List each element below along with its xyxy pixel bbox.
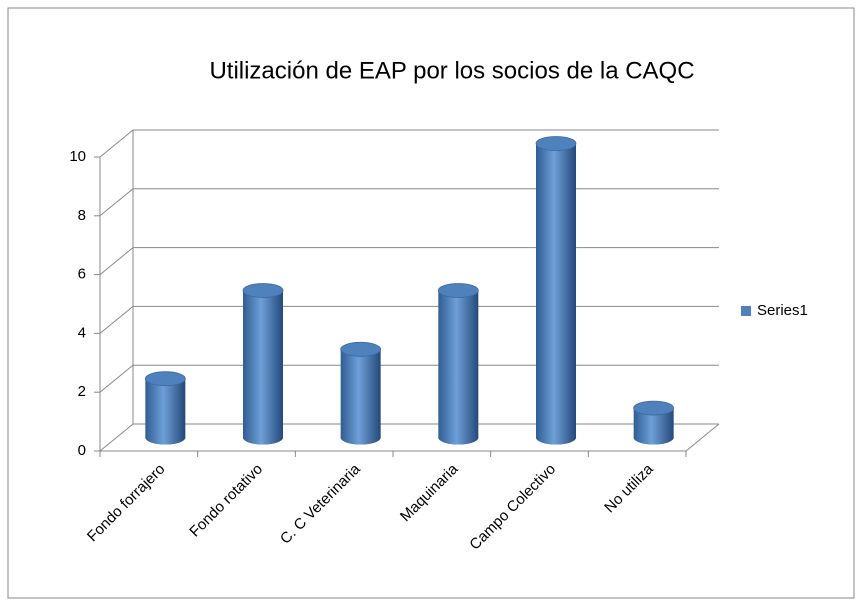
bar-base [340, 430, 381, 445]
y-tick-label: 2 [78, 383, 86, 400]
bar-top [144, 371, 186, 387]
y-tick-label: 10 [69, 148, 86, 165]
bar-top [242, 283, 284, 298]
bar [633, 400, 675, 445]
bar-base [536, 430, 576, 445]
grid-line [99, 129, 134, 158]
bar-base [438, 430, 479, 445]
grid-line [99, 247, 134, 275]
bar-top [535, 136, 577, 151]
legend-label: Series1 [757, 302, 808, 319]
y-tick-label: 8 [78, 207, 86, 224]
grid-line [99, 188, 134, 217]
bar [144, 371, 186, 445]
bar-body [243, 290, 283, 438]
axis-line [685, 423, 720, 452]
grid-line [99, 364, 134, 393]
chart-title: Utilización de EAP por los socios de la … [209, 57, 694, 84]
bar-body [536, 143, 576, 438]
bar-base [633, 430, 674, 445]
bar [242, 283, 284, 445]
bar-top [340, 341, 382, 357]
bar-top [633, 400, 675, 416]
bar-top [437, 283, 479, 298]
legend-swatch [741, 306, 751, 316]
bar-body [438, 290, 479, 438]
y-tick-label: 0 [78, 442, 86, 459]
bar [340, 341, 382, 445]
bar-base [145, 430, 186, 445]
bar-body [340, 349, 381, 438]
bar [437, 283, 479, 445]
chart-border [7, 7, 855, 599]
grid-line [99, 423, 134, 452]
grid-line [99, 306, 134, 334]
bar-base [243, 430, 283, 445]
y-tick-label: 6 [78, 266, 86, 283]
y-tick-label: 4 [78, 324, 86, 341]
bar [535, 136, 577, 445]
bar-body [145, 378, 186, 438]
